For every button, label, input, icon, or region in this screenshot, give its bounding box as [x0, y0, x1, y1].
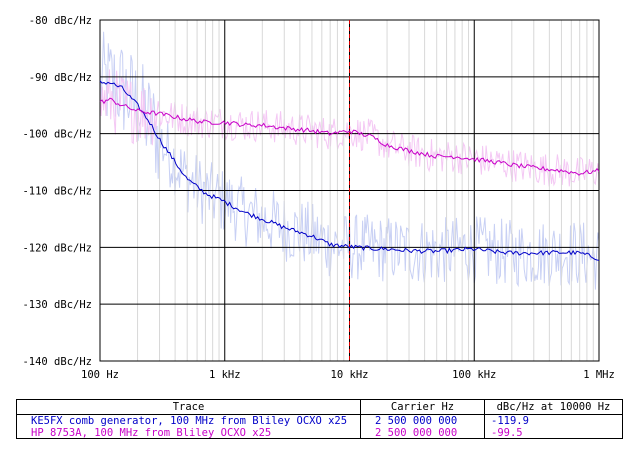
legend-header-row: Trace Carrier Hz dBc/Hz at 10000 Hz — [17, 401, 622, 415]
legend-row: KE5FX comb generator, 100 MHz from Blile… — [17, 415, 622, 427]
legend-carrier-value: 2 500 000 000 — [375, 427, 458, 439]
x-tick-label: 100 kHz — [452, 369, 496, 381]
y-tick-label: -140 dBc/Hz — [22, 356, 92, 368]
series-layer — [99, 80, 600, 261]
legend-header-value: dBc/Hz at 10000 Hz — [496, 401, 611, 413]
x-tick-label: 100 Hz — [81, 369, 119, 381]
y-tick-label: -110 dBc/Hz — [22, 186, 92, 198]
tick-label-layer: -80 dBc/Hz -90 dBc/Hz -100 dBc/Hz -110 dBc/… — [22, 15, 614, 381]
legend-divider — [360, 400, 361, 438]
y-tick-label: -80 dBc/Hz — [29, 15, 92, 27]
x-tick-label: 10 kHz — [331, 369, 369, 381]
phase-noise-chart: -80 dBc/Hz -90 dBc/Hz -100 dBc/Hz -110 dBc/… — [22, 15, 614, 381]
legend-dbc-value: -99.5 — [491, 427, 523, 439]
x-tick-label: 1 MHz — [583, 369, 615, 381]
legend-trace-name: HP 8753A, 100 MHz from Bliley OCXO x25 — [31, 427, 272, 439]
legend-carrier-value: 2 500 000 000 — [375, 415, 458, 427]
x-tick-label: 1 kHz — [209, 369, 241, 381]
legend-trace-name: KE5FX comb generator, 100 MHz from Blile… — [31, 415, 348, 427]
series-line-1 — [99, 80, 600, 261]
legend-row: HP 8753A, 100 MHz from Bliley OCXO x25 2… — [17, 427, 622, 439]
series-line-2 — [99, 97, 600, 176]
legend-divider — [484, 400, 485, 438]
y-tick-label: -130 dBc/Hz — [22, 299, 92, 311]
grid-layer — [99, 19, 600, 362]
y-tick-label: -90 dBc/Hz — [29, 72, 92, 84]
legend-table: Trace Carrier Hz dBc/Hz at 10000 Hz KE5F… — [16, 399, 623, 439]
legend-header-carrier: Carrier Hz — [390, 401, 455, 413]
y-tick-label: -120 dBc/Hz — [22, 242, 92, 254]
y-tick-label: -100 dBc/Hz — [22, 129, 92, 141]
legend-dbc-value: -119.9 — [491, 415, 529, 427]
legend-header-trace: Trace — [172, 401, 205, 413]
